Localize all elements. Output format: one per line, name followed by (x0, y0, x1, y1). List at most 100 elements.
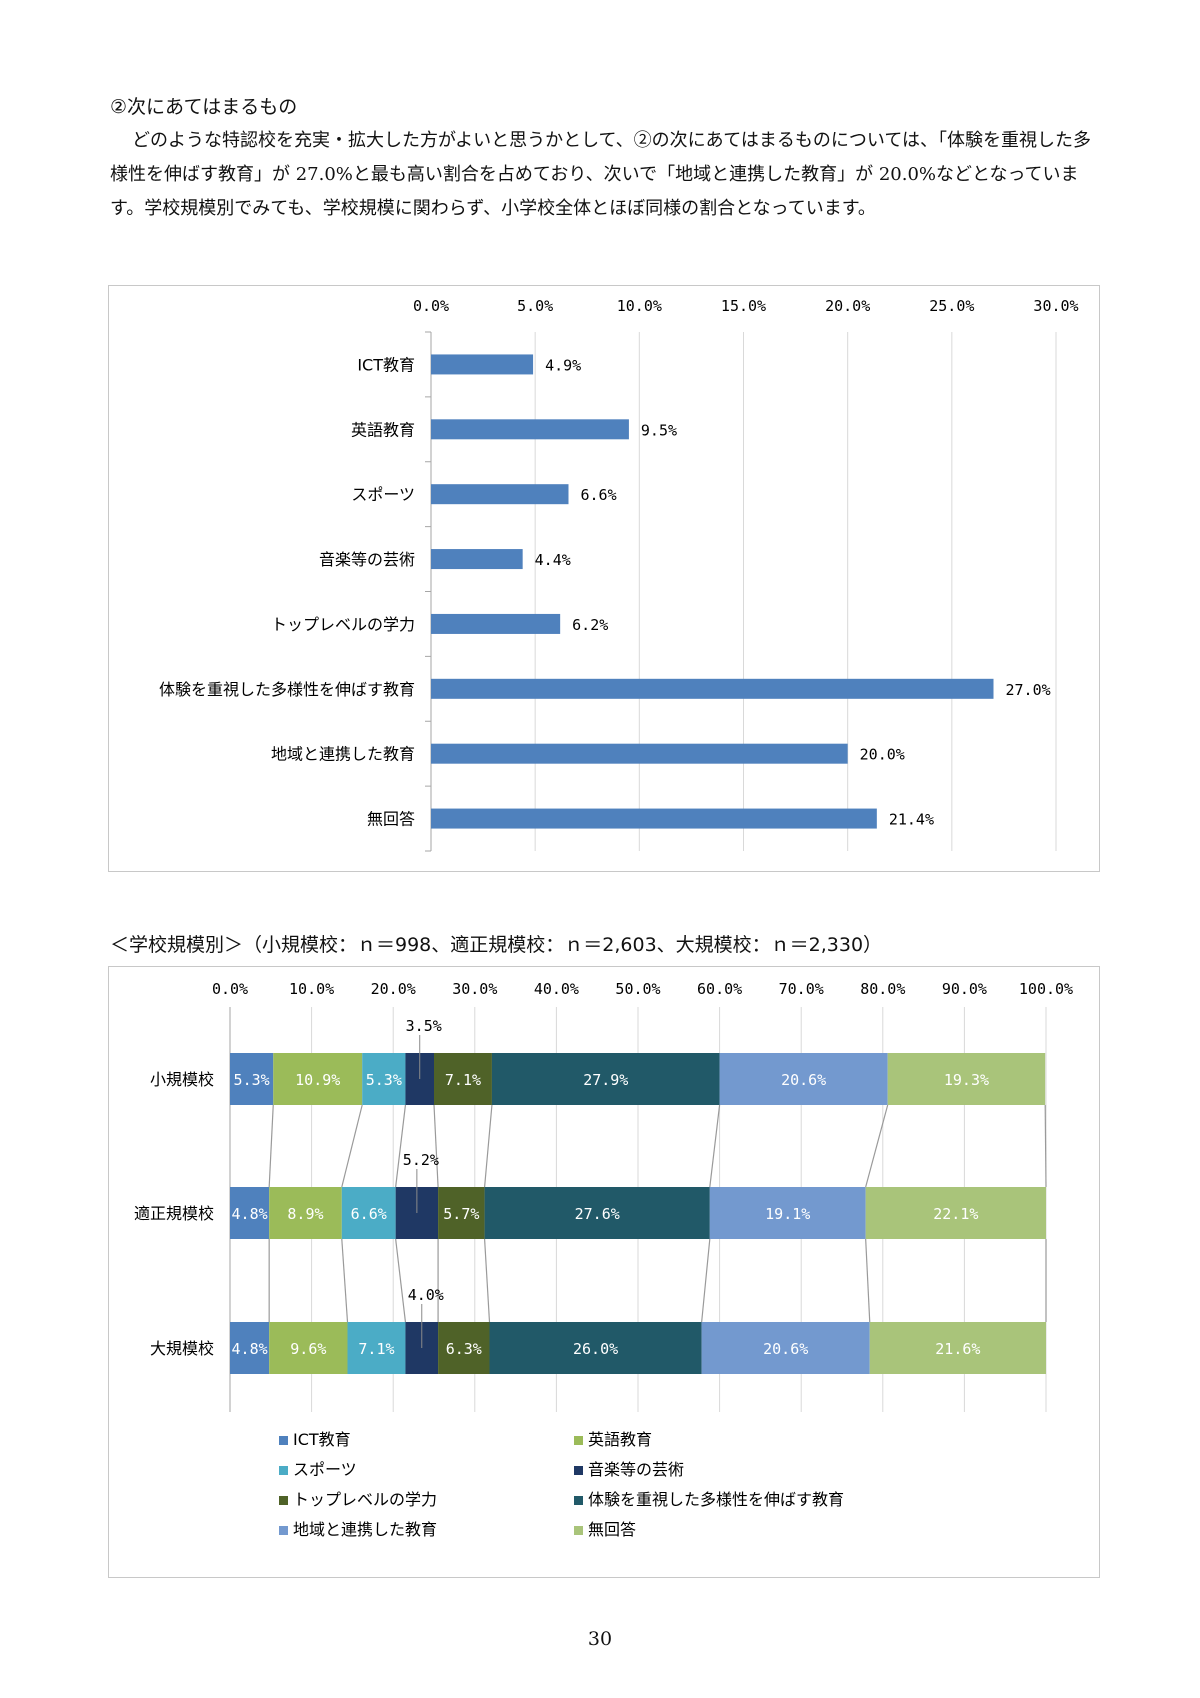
x-tick-label: 90.0% (942, 980, 987, 998)
stacked-segment (269, 1322, 348, 1374)
bar-value-label: 6.2% (572, 616, 608, 634)
segment-value-label: 5.2% (403, 1151, 439, 1169)
segment-value-label: 10.9% (295, 1071, 340, 1089)
legend-label: 無回答 (588, 1520, 636, 1539)
segment-value-label: 19.1% (765, 1205, 810, 1223)
series-connector-line (268, 1104, 274, 1188)
legend-label: ICT教育 (293, 1430, 351, 1449)
x-tick-label: 80.0% (860, 980, 905, 998)
legend-swatch (279, 1436, 288, 1445)
series-connector-line (483, 1238, 491, 1323)
stacked-segment (719, 1053, 888, 1105)
stacked-segment (362, 1053, 406, 1105)
series-connector-line (483, 1104, 493, 1188)
x-tick-label: 70.0% (779, 980, 824, 998)
legend-label: トップレベルの学力 (293, 1490, 437, 1509)
section-heading: ②次にあてはまるもの (110, 96, 298, 118)
x-tick-label: 100.0% (1019, 980, 1073, 998)
legend-swatch (279, 1526, 288, 1535)
bar-value-label: 27.0% (1006, 681, 1051, 699)
bar (431, 743, 848, 764)
bar (431, 354, 534, 375)
bar-value-label: 6.6% (581, 486, 617, 504)
category-label: 地域と連携した教育 (271, 745, 415, 764)
category-label: 小規模校 (150, 1070, 214, 1089)
stacked-segment (341, 1187, 396, 1239)
page-number: 30 (587, 1628, 613, 1650)
stacked-segment (230, 1322, 270, 1374)
category-label: トップレベルの学力 (271, 615, 415, 634)
stacked-segment (869, 1322, 1046, 1374)
stacked-segment (865, 1187, 1046, 1239)
bar-value-label: 20.0% (860, 746, 905, 764)
stacked-segment (438, 1187, 485, 1239)
series-connector-line (341, 1104, 363, 1188)
segment-value-label: 5.7% (443, 1205, 479, 1223)
legend-label: 英語教育 (588, 1430, 652, 1449)
stacked-segment (230, 1187, 270, 1239)
legend-label: 体験を重視した多様性を伸ばす教育 (588, 1490, 844, 1509)
stacked-segment (230, 1053, 274, 1105)
category-label: 適正規模校 (134, 1204, 214, 1223)
series-connector-line (701, 1238, 711, 1323)
segment-value-label: 20.6% (763, 1340, 808, 1358)
school-size-stacked-chart: 0.0% 10.0% 20.0% 30.0% 40.0% 50.0% 60.0% 70.0% 8… (108, 966, 1100, 1578)
x-tick-label: 0.0% (413, 297, 449, 315)
stacked-segment (269, 1187, 342, 1239)
segment-value-label: 4.0% (408, 1286, 444, 1304)
x-tick-label: 20.0% (825, 297, 870, 315)
category-label: スポーツ (351, 485, 415, 504)
bar (431, 808, 877, 829)
bar (431, 678, 994, 699)
segment-value-label: 27.6% (575, 1205, 620, 1223)
series-connector-line (341, 1238, 349, 1323)
legend-swatch (574, 1526, 583, 1535)
bar (431, 549, 523, 570)
stacked-segment (489, 1322, 702, 1374)
stacked-segment (434, 1053, 492, 1105)
segment-value-label: 9.6% (290, 1340, 326, 1358)
category-label: 無回答 (367, 810, 415, 829)
x-tick-label: 30.0% (1033, 297, 1078, 315)
x-tick-label: 5.0% (517, 297, 553, 315)
legend-swatch (574, 1466, 583, 1475)
category-label: 大規模校 (150, 1339, 214, 1358)
legend-label: スポーツ (293, 1460, 357, 1479)
series-connector-line (865, 1104, 889, 1188)
segment-value-label: 5.3% (234, 1071, 270, 1089)
segment-value-label: 4.8% (232, 1205, 268, 1223)
series-connector-line (865, 1238, 871, 1323)
segment-value-label: 6.3% (446, 1340, 482, 1358)
category-label: 英語教育 (351, 420, 415, 439)
segment-value-label: 22.1% (933, 1205, 978, 1223)
bar-value-label: 4.9% (545, 356, 581, 374)
segment-value-label: 8.9% (287, 1205, 323, 1223)
series-connector-line (433, 1104, 439, 1188)
x-tick-label: 20.0% (371, 980, 416, 998)
stacked-segment (438, 1322, 490, 1374)
overall-bar-chart: 0.0% 5.0% 10.0% 15.0% 20.0% 25.0% 30.0% ICT教育 4.… (108, 285, 1100, 872)
category-label: 音楽等の芸術 (319, 550, 415, 569)
segment-value-label: 19.3% (944, 1071, 989, 1089)
legend-swatch (574, 1436, 583, 1445)
x-tick-label: 30.0% (452, 980, 497, 998)
stacked-segment (347, 1322, 406, 1374)
segment-value-label: 7.1% (445, 1071, 481, 1089)
description-paragraph: どのような特認校を充実・拡大した方がよいと思うかとして、②の次にあてはまるものに… (110, 130, 1092, 219)
segment-value-label: 5.3% (366, 1071, 402, 1089)
series-connector-line (1044, 1104, 1047, 1188)
stacked-segment (491, 1053, 720, 1105)
x-tick-label: 10.0% (617, 297, 662, 315)
stacked-segment (709, 1187, 866, 1239)
category-label: 体験を重視した多様性を伸ばす教育 (159, 680, 415, 699)
stacked-segment (484, 1187, 710, 1239)
segment-value-label: 3.5% (406, 1017, 442, 1035)
school-size-stacked-chart-svg: 0.0% 10.0% 20.0% 30.0% 40.0% 50.0% 60.0% 70.0% 8… (134, 980, 1073, 1539)
series-connector-line (395, 1238, 407, 1323)
segment-value-label: 21.6% (935, 1340, 980, 1358)
legend-swatch (279, 1496, 288, 1505)
x-tick-label: 60.0% (697, 980, 742, 998)
series-connector-line (395, 1104, 407, 1188)
bar-value-label: 4.4% (535, 551, 571, 569)
series-connector-line (709, 1104, 721, 1188)
